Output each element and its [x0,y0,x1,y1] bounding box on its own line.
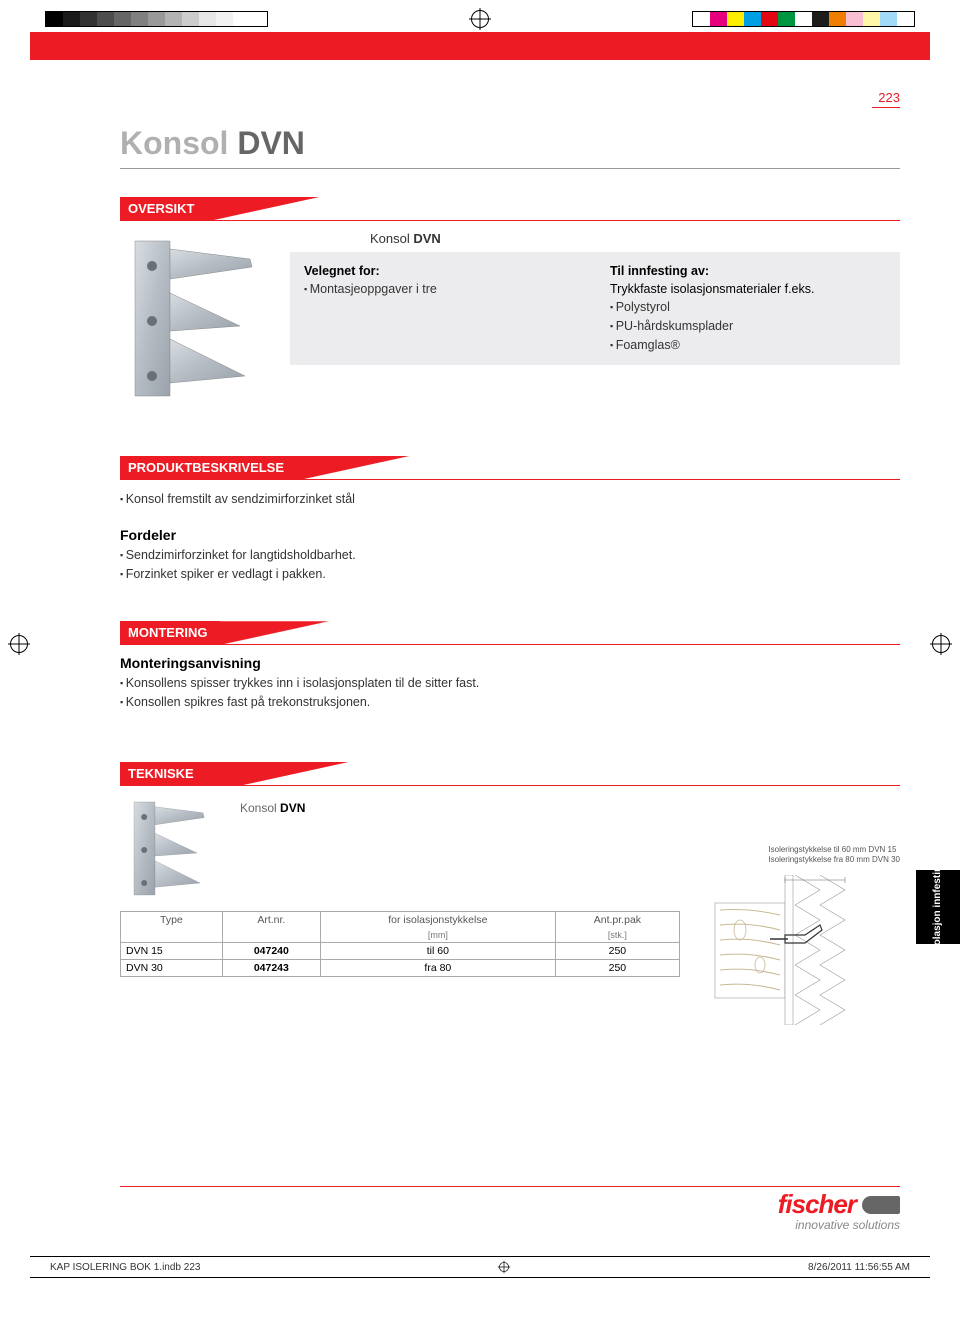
product-image-small [120,796,220,901]
table-row: DVN 30047243fra 80250 [121,959,680,976]
montering-body: Monteringsanvisning Konsollens spisser t… [120,655,900,712]
fordeler-header: Fordeler [120,527,900,543]
innfesting-intro: Trykkfaste isolasjonsmaterialer f.eks. [610,280,886,298]
list-item: Forzinket spiker er vedlagt i pakken. [120,565,900,584]
oversikt-info: Konsol DVN Velegnet for: Montasjeoppgave… [290,231,900,406]
data-table: TypeArt.nr.for isolasjonstykkelseAnt.pr.… [120,911,680,977]
section-tab-label: MONTERING [120,621,220,645]
footer-left: KAP ISOLERING BOK 1.indb 223 [50,1262,200,1273]
list-item: Foamglas® [610,336,886,355]
velegnet-list: Montasjeoppgaver i tre [304,280,580,299]
logo-text: fischer [778,1189,856,1220]
list-item: Konsollens spisser trykkes inn i isolasj… [120,674,900,693]
logo-area: fischer innovative solutions [778,1189,900,1232]
tek-label: Konsol DVN [240,801,305,815]
page-title: Konsol DVN [120,125,900,169]
registration-mark-top [471,10,489,28]
list-item: PU-hårdskumsplader [610,317,886,336]
gray-swatch-strip [45,11,268,27]
list-item: Polystyrol [610,298,886,317]
innfesting-header: Til innfesting av: [610,262,886,280]
table-row: DVN 15047240til 60250 [121,942,680,959]
registration-mark-left [10,635,28,653]
print-marks-top [45,10,915,28]
oversikt-body: Konsol DVN Velegnet for: Montasjeoppgave… [120,231,900,406]
section-tab-label: OVERSIKT [120,197,210,221]
innfesting-col: Til innfesting av: Trykkfaste isolasjons… [610,262,886,355]
list-item: Sendzimirforzinket for langtidsholdbarhe… [120,546,900,565]
section-header-tekniske: TEKNISKE DATA [120,762,900,786]
diagram-note: Isoleringstykkelse til 60 mm DVN 15 [768,845,900,855]
footer-right: 8/26/2011 11:56:55 AM [808,1262,910,1273]
side-tab: Isolasjon innfesting [916,870,960,944]
list-item: Konsollen spikres fast på trekonstruksjo… [120,693,900,712]
thin-red-divider [120,1186,900,1187]
section-tab-label: PRODUKTBESKRIVELSE [120,456,300,480]
header-red-bar [30,32,930,60]
list-item: Konsol fremstilt av sendzimirforzinket s… [120,490,900,509]
montering-list: Konsollens spisser trykkes inn i isolasj… [120,674,900,712]
side-tab-label: Isolasjon innfesting [932,860,944,954]
innfesting-list: PolystyrolPU-hårdskumspladerFoamglas® [610,298,886,354]
info-gray-box: Velegnet for: Montasjeoppgaver i tre Til… [290,252,900,365]
data-table-wrap: TypeArt.nr.for isolasjonstykkelseAnt.pr.… [120,911,680,977]
section-header-montering: MONTERING [120,621,900,645]
section-tab-label: TEKNISKE DATA [120,762,240,786]
velegnet-col: Velegnet for: Montasjeoppgaver i tre [304,262,580,355]
footer-bar: KAP ISOLERING BOK 1.indb 223 8/26/2011 1… [30,1256,930,1278]
registration-mark-right [932,635,950,653]
list-item: Montasjeoppgaver i tre [304,280,580,299]
color-swatch-strip [692,11,915,27]
page-number: 223 [872,90,900,108]
diagram-note: Isoleringstykkelse fra 80 mm DVN 30 [768,855,900,865]
fischer-logo: fischer [778,1189,900,1220]
section-header-produktbeskrivelse: PRODUKTBESKRIVELSE [120,456,900,480]
montering-title: Monteringsanvisning [120,655,900,671]
velegnet-header: Velegnet for: [304,262,580,280]
desc-list: Konsol fremstilt av sendzimirforzinket s… [120,490,900,509]
title-prefix: Konsol [120,125,237,161]
diagram-labels: Isoleringstykkelse til 60 mm DVN 15 Isol… [768,845,900,865]
konsol-label: Konsol DVN [370,231,900,246]
product-image-large [120,231,270,406]
desc-body: Konsol fremstilt av sendzimirforzinket s… [120,490,900,583]
title-suffix: DVN [237,125,305,161]
tagline: innovative solutions [778,1218,900,1232]
installation-diagram [710,875,890,1025]
fish-icon [862,1196,900,1214]
registration-mark-bottom [499,1262,509,1272]
section-header-oversikt: OVERSIKT [120,197,900,221]
fordeler-list: Sendzimirforzinket for langtidsholdbarhe… [120,546,900,584]
